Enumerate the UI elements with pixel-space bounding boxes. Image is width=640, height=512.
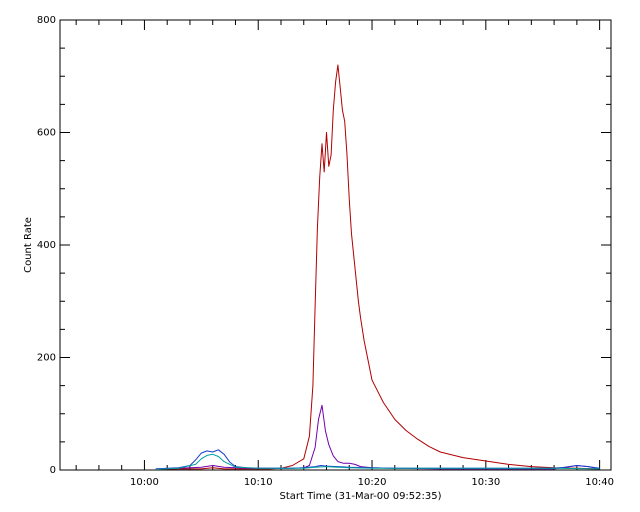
series-line-4 — [155, 453, 600, 470]
series-layer — [155, 64, 600, 470]
y-tick-label: 800 — [37, 15, 56, 26]
x-tick-label: 10:40 — [585, 477, 614, 488]
series-line-1 — [155, 64, 600, 470]
y-tick-label: 400 — [37, 240, 56, 251]
y-axis-ticks: 0 200 400 600 800 — [37, 15, 611, 476]
y-tick-label: 200 — [37, 353, 56, 364]
x-tick-label: 10:30 — [471, 477, 500, 488]
x-tick-label: 10:20 — [358, 477, 387, 488]
x-axis-label: Start Time (31-Mar-00 09:52:35) — [279, 491, 441, 502]
x-axis-ticks: 10:00 10:10 10:20 10:30 10:40 — [75, 20, 614, 488]
y-tick-label: 0 — [50, 465, 56, 476]
y-axis-label: Count Rate — [23, 217, 34, 273]
x-tick-label: 10:00 — [130, 477, 159, 488]
series-line-2 — [155, 404, 600, 470]
x-tick-label: 10:10 — [244, 477, 273, 488]
y-tick-label: 600 — [37, 128, 56, 139]
series-line-3 — [155, 449, 600, 470]
